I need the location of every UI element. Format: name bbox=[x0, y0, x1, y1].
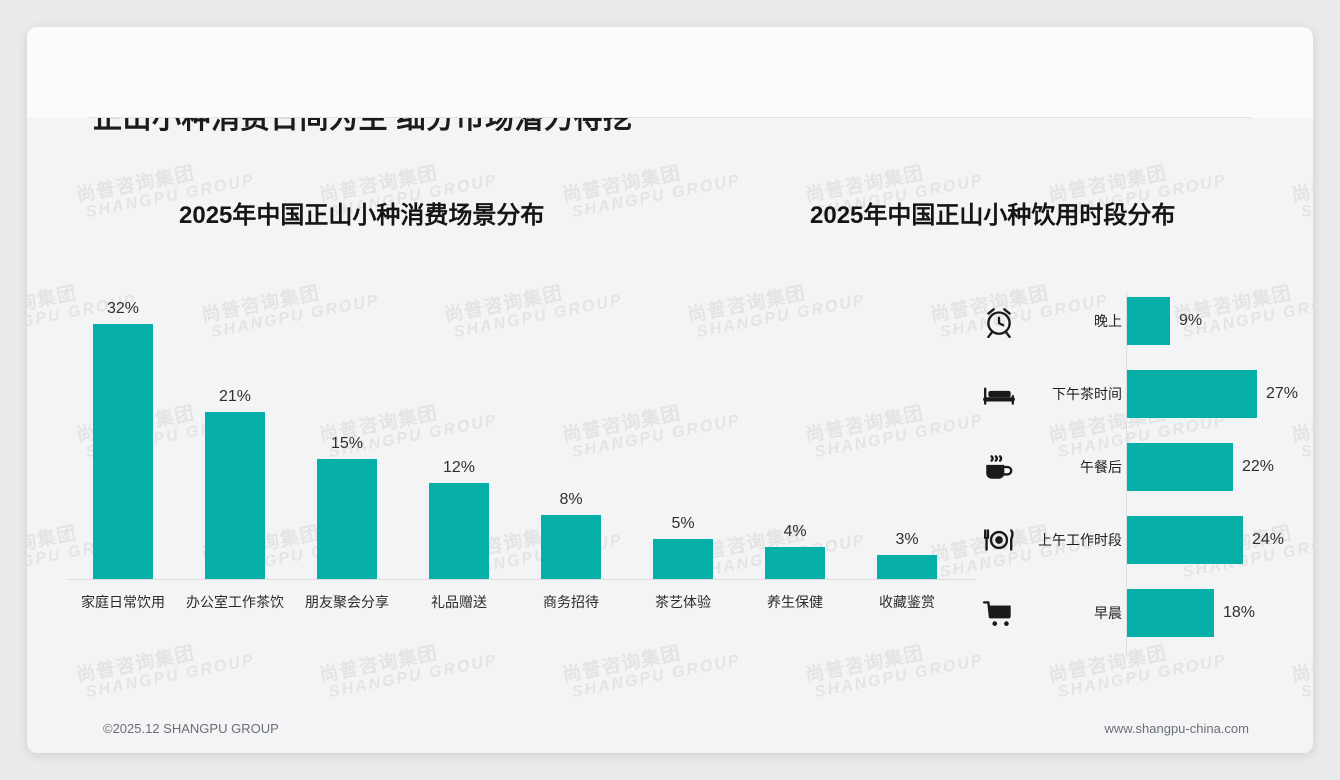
bar-value-label: 3% bbox=[895, 531, 919, 548]
time-slot-label: 下午茶时间 bbox=[1052, 386, 1122, 402]
left-chart-baseline bbox=[67, 579, 975, 580]
vertical-bar-group: 4% bbox=[739, 517, 851, 579]
consumption-scenario-chart: 32% 家庭日常饮用 21% 办公室工作茶饮 15% 朋友聚会分享 12% 礼品赠送 8% 商务招… bbox=[47, 267, 975, 622]
vertical-bar[interactable] bbox=[541, 515, 601, 579]
horizontal-bar[interactable] bbox=[1127, 370, 1257, 418]
left-chart-title: 2025年中国正山小种消费场景分布 bbox=[179, 202, 545, 229]
footer-url[interactable]: www.shangpu-china.com bbox=[1104, 721, 1249, 736]
time-slot-label: 早晨 bbox=[1094, 605, 1122, 621]
horizontal-bar[interactable] bbox=[1127, 443, 1233, 491]
plate-cutlery-icon bbox=[982, 523, 1016, 557]
footer-copyright: ©2025.12 SHANGPU GROUP bbox=[103, 721, 279, 736]
horizontal-bar-row: 午餐后 22% bbox=[962, 441, 1292, 493]
bar-value-label: 9% bbox=[1179, 312, 1203, 329]
report-card: 尚普咨询集团 SHANGPU GROUP 尚普咨询集团 SHANGPU GROUP 尚普… bbox=[27, 27, 1313, 753]
bar-value-label: 24% bbox=[1252, 531, 1285, 548]
bar-value-label: 4% bbox=[783, 523, 807, 540]
time-slot-label: 上午工作时段 bbox=[1038, 532, 1122, 548]
category-label: 茶艺体验 bbox=[655, 594, 711, 610]
bar-value-label: 15% bbox=[330, 435, 364, 452]
category-label: 办公室工作茶饮 bbox=[186, 594, 284, 610]
category-label: 商务招待 bbox=[543, 594, 599, 610]
hot-cup-icon bbox=[982, 450, 1016, 484]
vertical-bar[interactable] bbox=[205, 412, 265, 579]
bar-value-label: 18% bbox=[1223, 604, 1256, 621]
vertical-bar[interactable] bbox=[653, 539, 713, 579]
right-chart-axis bbox=[1126, 292, 1127, 655]
horizontal-bar-row: 上午工作时段 24% bbox=[962, 514, 1292, 566]
category-label: 收藏鉴赏 bbox=[879, 594, 935, 610]
bar-value-label: 27% bbox=[1266, 385, 1299, 402]
vertical-bar-group: 32% bbox=[67, 294, 179, 579]
header-divider bbox=[89, 117, 1251, 118]
vertical-bar-group: 12% bbox=[403, 453, 515, 579]
time-slot-label: 晚上 bbox=[1094, 313, 1122, 329]
drinking-time-chart: 晚上 9% 下午茶时间 27% 午餐后 22% 上午工作时段 24% 早晨 18% bbox=[962, 285, 1298, 665]
category-label: 家庭日常饮用 bbox=[81, 594, 165, 610]
horizontal-bar-row: 晚上 9% bbox=[962, 295, 1292, 347]
shopping-cart-icon bbox=[982, 596, 1016, 630]
horizontal-bar[interactable] bbox=[1127, 516, 1243, 564]
time-slot-label: 午餐后 bbox=[1080, 459, 1122, 475]
vertical-bar[interactable] bbox=[317, 459, 377, 579]
header-bar bbox=[27, 27, 1313, 118]
vertical-bar-group: 8% bbox=[515, 485, 627, 579]
bar-value-label: 32% bbox=[106, 300, 140, 317]
horizontal-bar[interactable] bbox=[1127, 589, 1214, 637]
category-label: 养生保健 bbox=[767, 594, 823, 610]
vertical-bar[interactable] bbox=[765, 547, 825, 579]
footer-bar: ©2025.12 SHANGPU GROUP www.shangpu-china… bbox=[27, 705, 1313, 753]
bed-icon bbox=[982, 377, 1016, 411]
vertical-bar[interactable] bbox=[93, 324, 153, 579]
vertical-bar-group: 3% bbox=[851, 525, 963, 579]
right-chart-title: 2025年中国正山小种饮用时段分布 bbox=[810, 202, 1176, 229]
category-label: 朋友聚会分享 bbox=[305, 594, 389, 610]
bar-value-label: 8% bbox=[559, 491, 583, 508]
alarm-clock-icon bbox=[982, 304, 1016, 338]
vertical-bar[interactable] bbox=[429, 483, 489, 579]
horizontal-bar-row: 下午茶时间 27% bbox=[962, 368, 1298, 420]
vertical-bar-group: 5% bbox=[627, 509, 739, 579]
bar-value-label: 12% bbox=[442, 459, 476, 476]
bar-value-label: 22% bbox=[1242, 458, 1275, 475]
category-label: 礼品赠送 bbox=[431, 594, 487, 610]
vertical-bar-group: 21% bbox=[179, 382, 291, 579]
vertical-bar-group: 15% bbox=[291, 429, 403, 579]
horizontal-bar[interactable] bbox=[1127, 297, 1170, 345]
bar-value-label: 5% bbox=[671, 515, 695, 532]
bar-value-label: 21% bbox=[218, 388, 252, 405]
vertical-bar[interactable] bbox=[877, 555, 937, 579]
horizontal-bar-row: 早晨 18% bbox=[962, 587, 1292, 639]
